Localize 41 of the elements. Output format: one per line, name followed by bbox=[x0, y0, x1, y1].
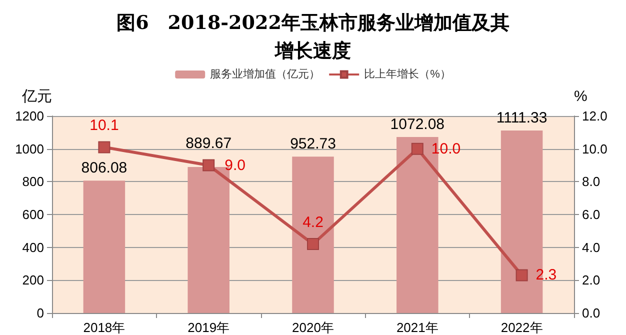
y-axis-title: 亿元 bbox=[21, 88, 52, 105]
y2-tick-label: 0.0 bbox=[582, 306, 600, 320]
legend-label: 服务业增加值（亿元） bbox=[210, 68, 320, 80]
x-tick-label: 2018年 bbox=[83, 320, 126, 335]
y2-tick-label: 12.0 bbox=[582, 108, 608, 124]
data-label: 889.67 bbox=[186, 134, 232, 152]
y-tick-label: 600 bbox=[22, 207, 44, 222]
data-label: 806.08 bbox=[81, 160, 128, 177]
bar bbox=[83, 180, 126, 313]
point bbox=[307, 238, 319, 250]
data-label: 10.0 bbox=[431, 140, 461, 158]
y2-tick-label: 6.0 bbox=[582, 207, 600, 222]
data-label: 10.1 bbox=[90, 117, 119, 134]
data-label: 9.0 bbox=[224, 156, 246, 174]
data-label: 1072.08 bbox=[390, 116, 445, 133]
x-tick-label: 2022年 bbox=[500, 320, 543, 335]
y2-tick-label: 8.0 bbox=[582, 174, 600, 190]
data-label: 952.73 bbox=[290, 136, 336, 153]
data-label: 4.2 bbox=[302, 214, 324, 232]
legend-label: 比上年增长（%） bbox=[364, 68, 451, 80]
point bbox=[202, 159, 215, 172]
y-tick-label: 1000 bbox=[15, 141, 44, 156]
x-tick-label: 2021年 bbox=[396, 320, 438, 335]
y-tick-label: 800 bbox=[22, 174, 44, 190]
y2-tick-label: 2.0 bbox=[582, 272, 600, 288]
y2-axis-title: % bbox=[574, 88, 588, 105]
y-tick-label: 400 bbox=[22, 240, 44, 255]
x-tick-label: 2019年 bbox=[188, 320, 230, 335]
y2-tick-label: 4.0 bbox=[582, 240, 600, 255]
point bbox=[516, 269, 528, 282]
y-tick-label: 1200 bbox=[15, 108, 44, 124]
y-tick-label: 0 bbox=[36, 306, 44, 320]
bar bbox=[292, 156, 334, 313]
data-label: 2.3 bbox=[536, 266, 557, 284]
data-label: 1111.33 bbox=[496, 110, 548, 127]
point bbox=[411, 142, 424, 155]
point bbox=[98, 141, 110, 154]
y2-tick-label: 10.0 bbox=[582, 141, 608, 156]
chart-title: 图6 2018-2022年玉林市服务业增加值及其增长速度 bbox=[116, 12, 510, 62]
x-tick-label: 2020年 bbox=[292, 320, 334, 335]
y-tick-label: 200 bbox=[22, 272, 44, 288]
